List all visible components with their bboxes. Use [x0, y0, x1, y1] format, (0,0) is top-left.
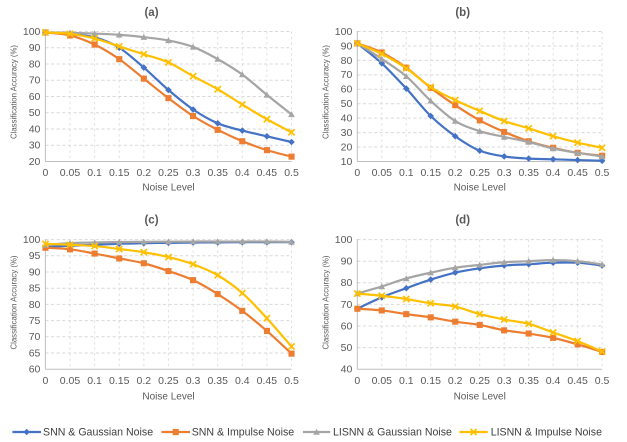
svg-text:0.1: 0.1 [87, 375, 102, 387]
svg-text:0.5: 0.5 [595, 375, 610, 387]
svg-text:0.35: 0.35 [207, 375, 228, 387]
svg-text:100: 100 [23, 26, 41, 38]
svg-text:0.05: 0.05 [372, 167, 393, 179]
svg-text:0.5: 0.5 [284, 167, 299, 179]
svg-text:0: 0 [42, 375, 48, 387]
svg-text:0.4: 0.4 [546, 167, 561, 179]
svg-text:100: 100 [335, 26, 353, 38]
svg-text:60: 60 [341, 84, 353, 96]
svg-text:0.2: 0.2 [448, 167, 463, 179]
svg-text:0.25: 0.25 [469, 167, 490, 179]
svg-text:LISNN & Gaussian Noise: LISNN & Gaussian Noise [333, 427, 452, 439]
svg-text:90: 90 [341, 40, 353, 52]
svg-text:0.45: 0.45 [567, 375, 588, 387]
svg-text:0: 0 [354, 375, 360, 387]
svg-text:70: 70 [29, 75, 41, 87]
svg-text:100: 100 [335, 234, 353, 246]
svg-text:Classification Accuracy (%): Classification Accuracy (%) [10, 255, 19, 349]
svg-text:Noise Level: Noise Level [454, 183, 506, 194]
svg-text:0.3: 0.3 [186, 167, 201, 179]
svg-text:65: 65 [29, 347, 41, 359]
svg-text:0.3: 0.3 [497, 375, 512, 387]
svg-text:0.25: 0.25 [158, 375, 179, 387]
svg-text:90: 90 [341, 256, 353, 268]
svg-text:0.15: 0.15 [420, 375, 441, 387]
svg-text:0.1: 0.1 [399, 167, 414, 179]
svg-text:40: 40 [341, 113, 353, 125]
svg-text:0.4: 0.4 [546, 375, 561, 387]
svg-text:Noise Level: Noise Level [454, 391, 506, 402]
svg-text:70: 70 [341, 69, 353, 81]
svg-text:30: 30 [29, 140, 41, 152]
svg-text:0.05: 0.05 [60, 375, 81, 387]
svg-text:60: 60 [29, 364, 41, 376]
svg-text:80: 80 [29, 58, 41, 70]
svg-text:0: 0 [42, 167, 48, 179]
svg-text:95: 95 [29, 250, 41, 262]
svg-text:0.5: 0.5 [284, 375, 299, 387]
svg-text:0.45: 0.45 [567, 167, 588, 179]
svg-text:20: 20 [341, 142, 353, 154]
svg-text:50: 50 [341, 98, 353, 110]
svg-text:40: 40 [29, 123, 41, 135]
svg-text:0.15: 0.15 [420, 167, 441, 179]
svg-text:SNN & Gaussian Noise: SNN & Gaussian Noise [43, 427, 153, 439]
svg-text:0.1: 0.1 [87, 167, 102, 179]
svg-text:0.45: 0.45 [257, 167, 278, 179]
svg-text:20: 20 [29, 156, 41, 168]
svg-text:0.05: 0.05 [372, 375, 393, 387]
svg-text:0: 0 [354, 167, 360, 179]
svg-text:0.4: 0.4 [235, 375, 250, 387]
svg-text:80: 80 [29, 299, 41, 311]
svg-text:90: 90 [29, 266, 41, 278]
svg-text:70: 70 [29, 331, 41, 343]
svg-text:0.35: 0.35 [518, 167, 539, 179]
svg-text:(a): (a) [144, 7, 158, 19]
svg-text:0.2: 0.2 [448, 375, 463, 387]
svg-text:0.3: 0.3 [497, 167, 512, 179]
svg-text:0.1: 0.1 [399, 375, 414, 387]
svg-text:(d): (d) [455, 215, 470, 227]
svg-text:0.2: 0.2 [136, 375, 151, 387]
svg-text:60: 60 [341, 320, 353, 332]
svg-text:0.35: 0.35 [207, 167, 228, 179]
svg-text:80: 80 [341, 277, 353, 289]
svg-text:0.15: 0.15 [109, 375, 130, 387]
svg-text:40: 40 [341, 364, 353, 376]
svg-text:0.3: 0.3 [186, 375, 201, 387]
svg-text:50: 50 [341, 342, 353, 354]
svg-text:SNN & Impulse Noise: SNN & Impulse Noise [192, 427, 295, 439]
svg-text:(b): (b) [455, 7, 470, 19]
svg-text:85: 85 [29, 283, 41, 295]
svg-text:0.25: 0.25 [158, 167, 179, 179]
svg-text:30: 30 [341, 127, 353, 139]
svg-text:90: 90 [29, 42, 41, 54]
svg-text:0.2: 0.2 [136, 167, 151, 179]
svg-text:(c): (c) [144, 215, 158, 227]
svg-text:80: 80 [341, 55, 353, 67]
svg-text:0.4: 0.4 [235, 167, 250, 179]
svg-text:10: 10 [341, 156, 353, 168]
svg-text:75: 75 [29, 315, 41, 327]
svg-text:0.05: 0.05 [60, 167, 81, 179]
svg-text:Noise Level: Noise Level [142, 183, 194, 194]
svg-text:60: 60 [29, 91, 41, 103]
svg-text:Classification Accuracy (%): Classification Accuracy (%) [10, 45, 19, 139]
svg-text:Classification Accuracy (%): Classification Accuracy (%) [322, 45, 331, 139]
svg-text:0.5: 0.5 [595, 167, 610, 179]
svg-text:0.45: 0.45 [257, 375, 278, 387]
svg-text:Noise Level: Noise Level [142, 391, 194, 402]
svg-text:0.35: 0.35 [518, 375, 539, 387]
svg-text:0.25: 0.25 [469, 375, 490, 387]
svg-text:LISNN & Impulse Noise: LISNN & Impulse Noise [491, 427, 602, 439]
svg-text:Classification Accuracy (%): Classification Accuracy (%) [322, 255, 331, 349]
svg-text:70: 70 [341, 299, 353, 311]
svg-text:50: 50 [29, 107, 41, 119]
svg-text:100: 100 [23, 234, 41, 246]
svg-text:0.15: 0.15 [109, 167, 130, 179]
